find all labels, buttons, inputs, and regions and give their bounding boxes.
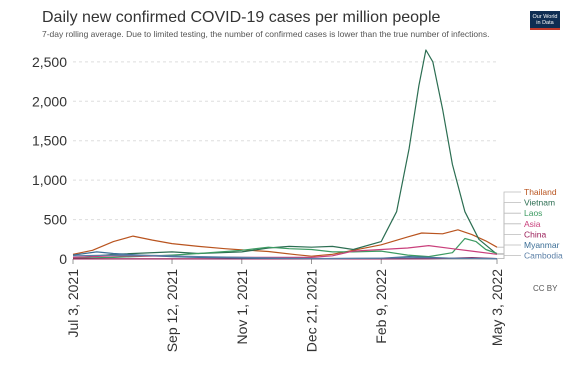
legend-connector <box>497 223 521 255</box>
legend-label-china: China <box>524 229 546 239</box>
legend-label-myanmar: Myanmar <box>524 240 560 250</box>
license-label[interactable]: CC BY <box>533 284 558 293</box>
y-tick-label: 2,500 <box>32 54 67 70</box>
series-line-vietnam <box>72 49 498 259</box>
x-tick-label: Sep 12, 2021 <box>164 269 180 353</box>
owid-logo-bar <box>530 28 560 30</box>
series-line-laos <box>72 237 498 259</box>
series-line-cambodia <box>72 254 498 260</box>
x-tick-label: Nov 1, 2021 <box>234 269 250 345</box>
legend-connector <box>497 233 521 260</box>
x-axis-ticks: Jul 3, 2021 Sep 12, 2021 Nov 1, 2021 Dec 21… <box>65 259 505 352</box>
y-tick-label: 500 <box>44 212 68 228</box>
series-line-myanmar <box>72 251 498 260</box>
owid-logo[interactable]: Our World in Data <box>530 11 560 29</box>
x-tick-label: Dec 21, 2021 <box>304 269 320 352</box>
legend-label-laos: Laos <box>524 208 542 218</box>
y-tick-label: 1,000 <box>32 172 67 188</box>
legend-label-asia: Asia <box>524 219 541 229</box>
y-tick-label: 2,000 <box>32 93 67 109</box>
x-tick-label: Jul 3, 2021 <box>65 269 81 338</box>
x-tick-label: May 3, 2022 <box>489 269 505 346</box>
legend-connector <box>497 191 521 248</box>
legend-connector <box>497 255 521 260</box>
gridlines <box>73 61 497 221</box>
chart-title: Daily new confirmed COVID-19 cases per m… <box>42 9 441 26</box>
x-tick-label: Feb 9, 2022 <box>373 269 389 344</box>
legend-label-vietnam: Vietnam <box>524 198 555 208</box>
legend-label-cambodia: Cambodia <box>524 251 563 261</box>
legend-connector <box>497 202 521 255</box>
series-lines <box>72 49 498 260</box>
y-tick-label: 0 <box>59 251 67 267</box>
chart-subtitle: 7-day rolling average. Due to limited te… <box>42 29 490 39</box>
y-axis-ticks: 0 500 1,000 1,500 2,000 2,500 <box>32 54 67 267</box>
legend-label-thailand: Thailand <box>524 187 557 197</box>
y-tick-label: 1,500 <box>32 133 67 149</box>
series-line-thailand <box>72 229 498 257</box>
legend: ThailandVietnamLaosAsiaChinaMyanmarCambo… <box>497 187 563 261</box>
